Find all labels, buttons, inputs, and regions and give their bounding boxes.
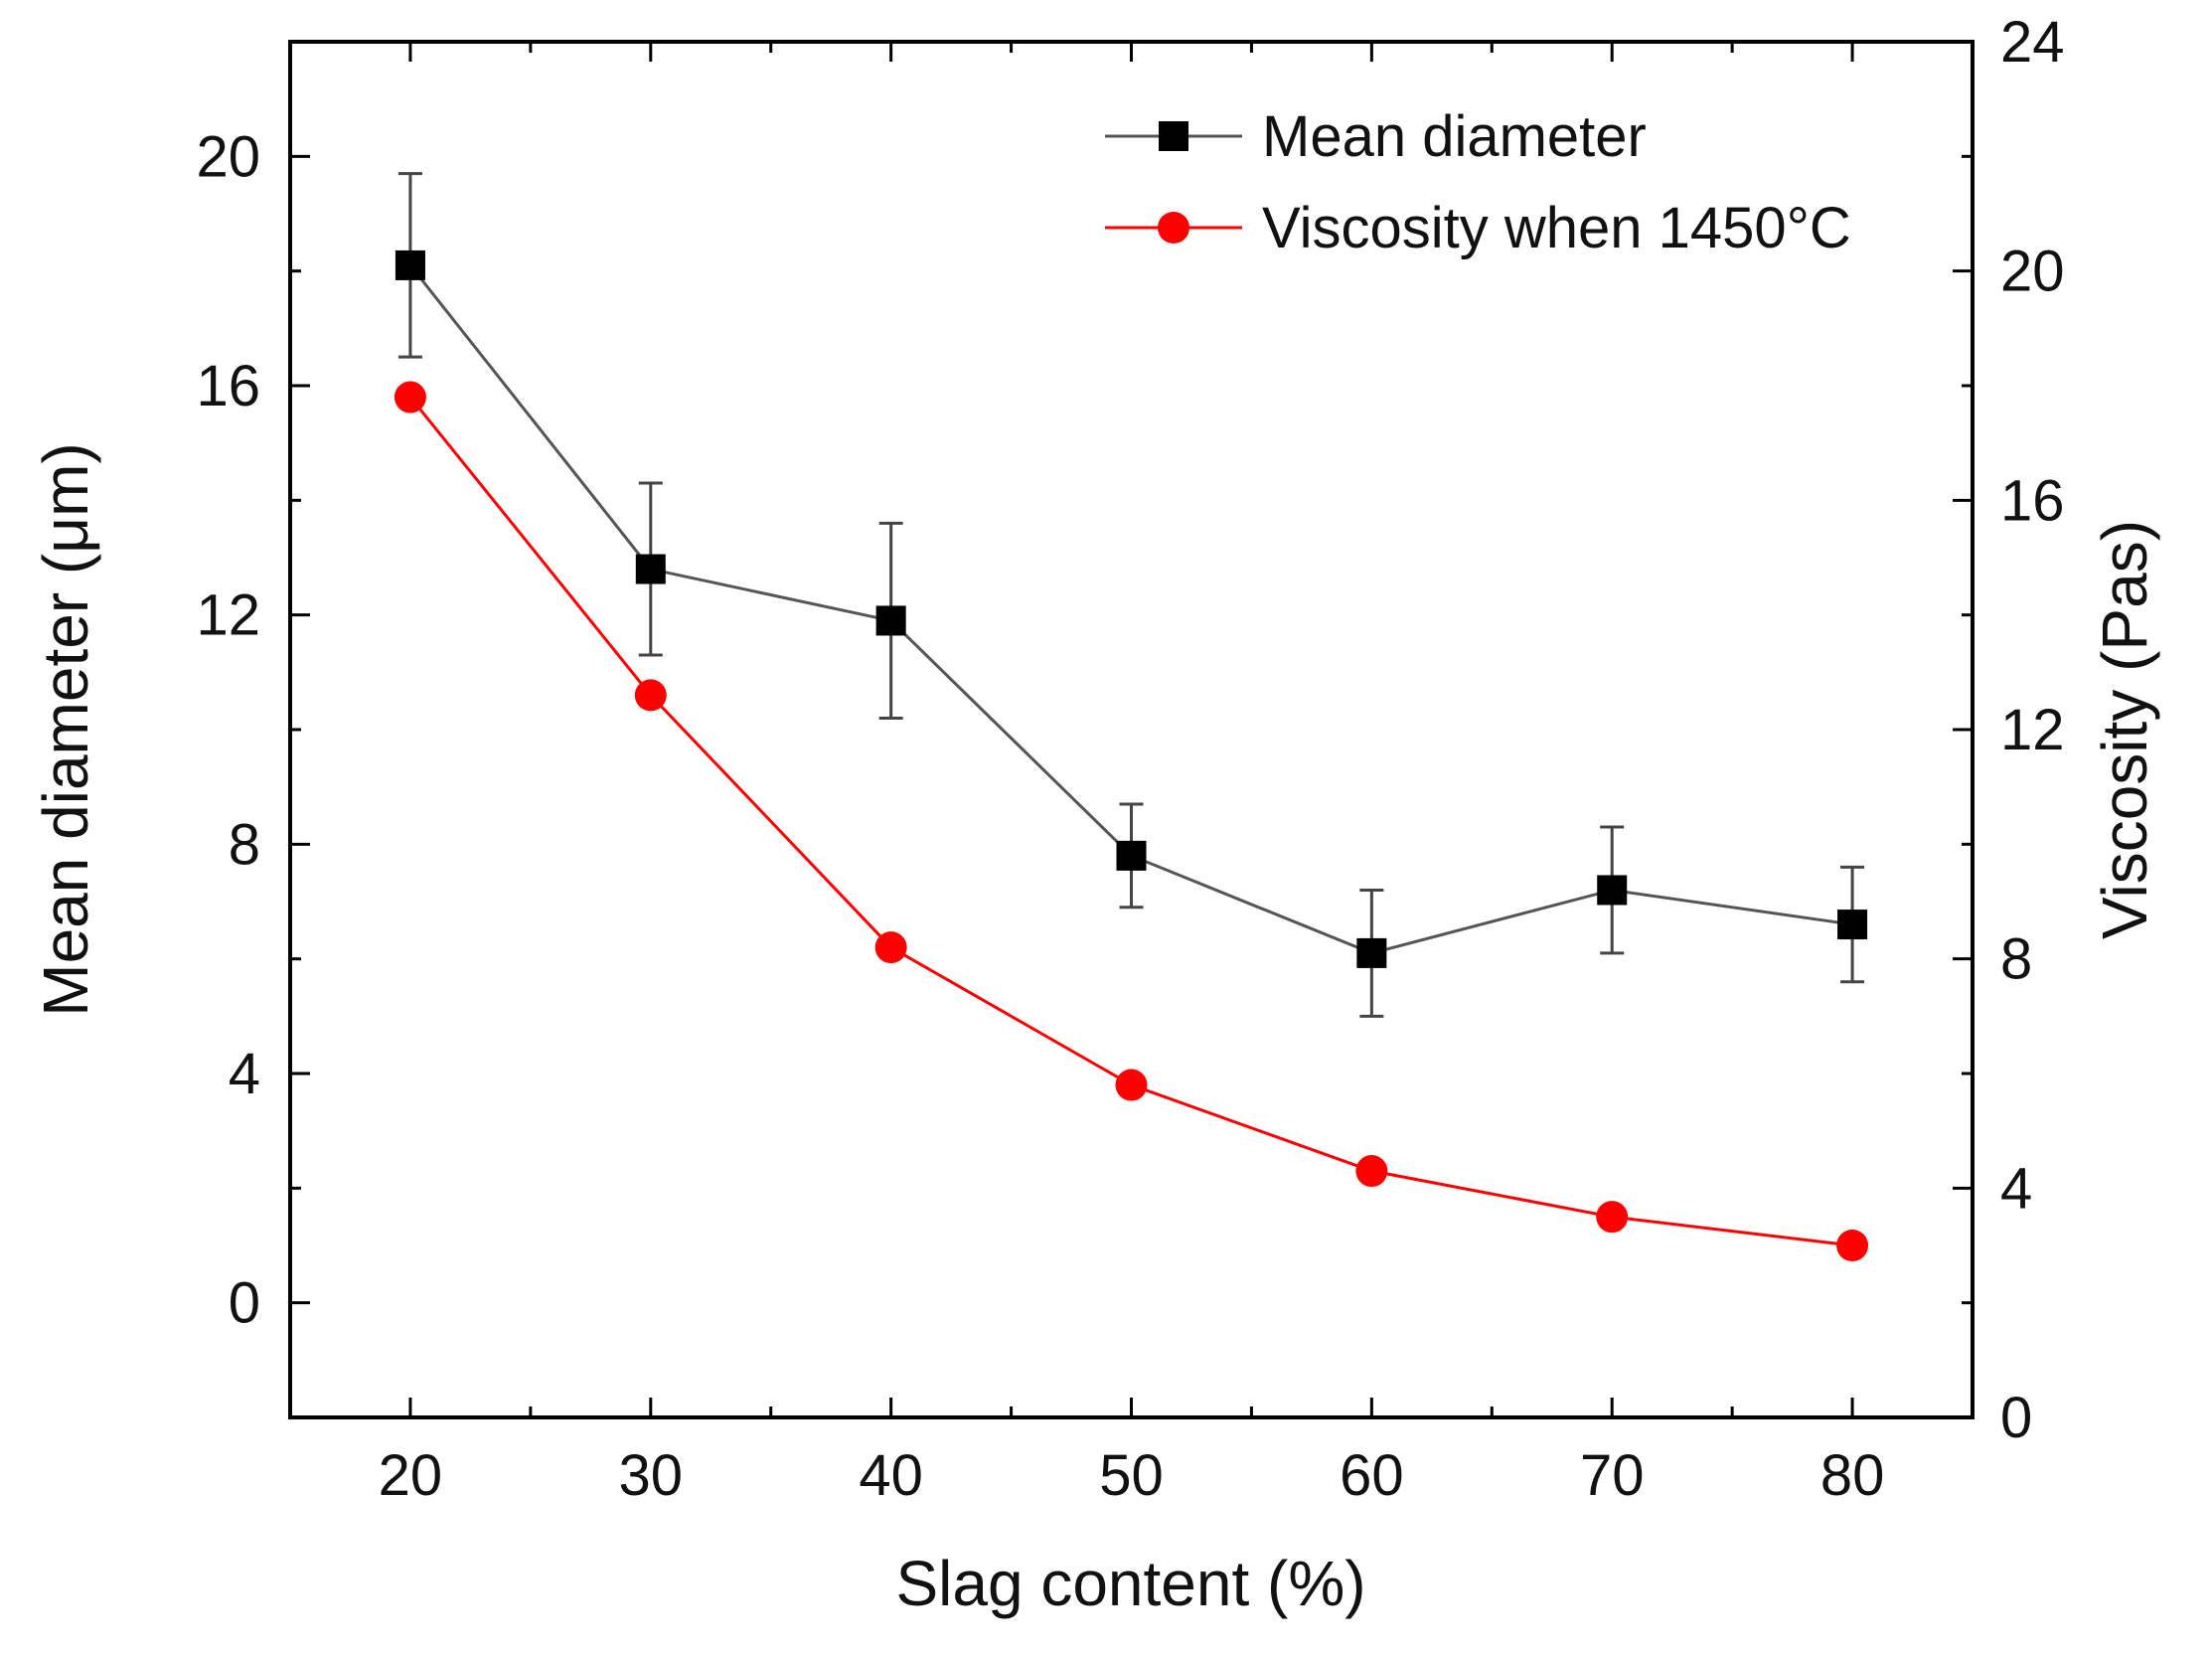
legend-marker-square [1159,121,1188,151]
x-tick-label: 70 [1580,1443,1645,1508]
y-right-axis-ticks: 0 4 8 12 16 20 24 [1953,10,2065,1450]
data-point-mean-diameter [1837,910,1868,940]
data-point-viscosity [394,381,426,414]
y-right-tick-label: 0 [2000,1386,2032,1450]
y-left-tick-label: 20 [196,124,260,189]
legend-marker-circle [1158,212,1189,244]
data-point-mean-diameter [875,605,906,636]
x-tick-label: 80 [1820,1443,1885,1508]
y-left-tick-label: 8 [229,812,260,877]
y-right-tick-label: 20 [2000,240,2065,304]
y-right-tick-label: 8 [2000,927,2032,992]
data-point-viscosity [1836,1230,1869,1261]
legend: Mean diameter Viscosity when 1450°C [1105,104,1851,260]
legend-label-mean-diameter: Mean diameter [1262,104,1647,169]
y-right-tick-label: 12 [2000,698,2065,762]
y-left-tick-label: 0 [229,1271,260,1336]
x-tick-label: 20 [379,1443,443,1508]
x-tick-label: 40 [859,1443,923,1508]
y-right-axis-title: Viscosity (Pas) [2089,520,2160,939]
x-tick-label: 50 [1099,1443,1164,1508]
y-left-axis-ticks: 0 4 8 12 16 20 [196,124,310,1336]
data-point-mean-diameter [1597,875,1628,906]
data-point-viscosity [634,679,667,712]
x-axis-title: Slag content (%) [895,1548,1365,1619]
data-point-viscosity [1115,1069,1148,1101]
y-right-tick-label: 24 [2000,10,2065,75]
data-point-viscosity [1596,1201,1629,1234]
x-tick-label: 60 [1340,1443,1404,1508]
data-point-mean-diameter [395,249,425,280]
y-right-tick-label: 16 [2000,468,2065,533]
series-layer [394,172,1869,1261]
data-point-mean-diameter [1356,937,1387,968]
y-left-tick-label: 12 [196,583,260,648]
data-point-viscosity [1355,1155,1388,1188]
x-axis-ticks: 20 30 40 50 60 70 80 [379,42,1885,1508]
y-left-axis-title: Mean diameter (μm) [30,442,101,1016]
y-left-tick-label: 4 [229,1042,260,1106]
legend-entry-mean-diameter: Mean diameter [1105,104,1647,169]
legend-entry-viscosity: Viscosity when 1450°C [1105,196,1851,260]
data-point-mean-diameter [1116,840,1147,871]
y-right-tick-label: 4 [2000,1156,2032,1221]
data-point-viscosity [874,931,907,964]
legend-label-viscosity: Viscosity when 1450°C [1262,196,1851,260]
y-left-tick-label: 16 [196,354,260,418]
data-point-mean-diameter [635,554,666,584]
x-tick-label: 30 [619,1443,684,1508]
